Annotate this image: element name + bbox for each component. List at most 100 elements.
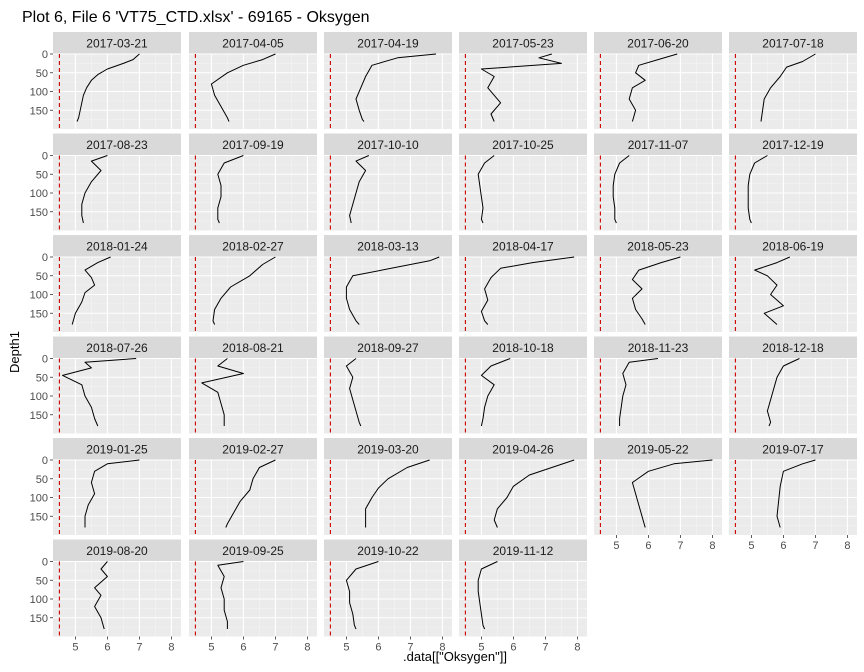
facet-panel: 2017-05-23 (459, 32, 587, 129)
facet-label: 2017-04-19 (357, 37, 419, 51)
facet-strip (189, 133, 317, 156)
x-tick-label: 6 (375, 642, 381, 654)
x-tick-label: 7 (677, 540, 683, 552)
x-tick-label: 7 (542, 642, 548, 654)
profile-line (631, 459, 713, 528)
facet-panel: 2018-06-19 (729, 235, 857, 332)
facet-label: 2017-07-18 (762, 37, 824, 51)
facet-strip (189, 539, 317, 562)
facet-label: 2017-10-10 (357, 138, 419, 152)
facet-panel: 2017-03-21 0 50 100 150 (30, 32, 181, 129)
profile-line (365, 459, 430, 528)
facet-strip (459, 336, 587, 359)
facet-panel: 2017-10-10 (324, 133, 452, 231)
facet-panel: 2019-05-22 5 6 7 8 (594, 438, 722, 552)
y-tick-label: 0 (42, 252, 48, 264)
facet-label: 2019-05-22 (627, 443, 689, 457)
profile-line (210, 53, 276, 122)
x-tick-label: 6 (780, 540, 786, 552)
facet-label: 2018-07-26 (86, 341, 148, 355)
facet-label: 2019-11-12 (493, 544, 554, 558)
profile-line (201, 358, 244, 426)
facet-label: 2018-05-23 (627, 240, 689, 254)
facet-label: 2019-02-27 (222, 443, 284, 457)
facet-strip (53, 32, 181, 54)
facet-strip (53, 539, 181, 562)
facet-label: 2018-02-27 (222, 240, 284, 254)
facet-strip (729, 336, 857, 359)
facet-strip (324, 438, 452, 460)
y-tick-label: 100 (30, 87, 48, 99)
y-tick-label: 0 (42, 455, 48, 467)
facet-strip (459, 438, 587, 460)
y-tick-label: 150 (30, 105, 48, 117)
facet-panel: 2019-04-26 (459, 438, 587, 535)
facet-label: 2019-01-25 (86, 443, 148, 457)
facet-panel: 2019-10-22 5 6 7 8 (324, 539, 452, 654)
x-tick-label: 8 (574, 642, 580, 654)
facet-panel: 2019-08-20 0 50 100 150 5 6 7 8 (30, 539, 181, 654)
profile-line (480, 256, 575, 325)
profile-line (94, 561, 108, 630)
facet-strip (324, 336, 452, 359)
y-tick-label: 0 (42, 354, 48, 366)
facet-strip (459, 235, 587, 257)
facet-strip (729, 133, 857, 156)
facet-strip (594, 438, 722, 460)
profile-line (71, 256, 111, 325)
facet-strip (324, 32, 452, 54)
x-tick-label: 5 (208, 642, 214, 654)
y-tick-label: 50 (36, 169, 48, 181)
facet-panel: 2018-01-24 0 50 100 150 (30, 235, 181, 332)
x-tick-label: 5 (343, 642, 349, 654)
facet-panel: 2018-09-27 (324, 336, 452, 434)
x-tick-label: 5 (72, 642, 78, 654)
facet-panel: 2018-10-18 (459, 336, 587, 434)
facet-panel: 2019-11-12 5 6 7 8 (459, 539, 587, 654)
x-tick-label: 6 (510, 642, 516, 654)
profile-line (349, 155, 370, 224)
facet-strip (324, 539, 452, 562)
facet-strip (189, 235, 317, 257)
facet-panel: 2018-08-21 (189, 336, 317, 434)
facet-label: 2019-10-22 (357, 544, 419, 558)
y-tick-label: 0 (42, 151, 48, 163)
facet-strip (189, 336, 317, 359)
facet-panel: 2017-12-19 (729, 133, 857, 231)
facet-strip (594, 336, 722, 359)
profile-line (345, 561, 379, 630)
facet-label: 2017-06-20 (627, 37, 689, 51)
facet-label: 2018-09-27 (357, 341, 419, 355)
x-tick-label: 6 (240, 642, 246, 654)
facet-label: 2017-10-25 (492, 138, 554, 152)
profile-line (212, 256, 276, 325)
y-tick-label: 150 (30, 613, 48, 625)
profile-line (217, 561, 244, 629)
y-tick-label: 150 (30, 410, 48, 422)
facet-strip (594, 235, 722, 257)
facet-panel: 2019-01-25 0 50 100 150 (30, 438, 181, 535)
x-tick-label: 7 (272, 642, 278, 654)
y-tick-label: 100 (30, 391, 48, 403)
facet-label: 2017-04-05 (222, 37, 284, 51)
facet-label: 2018-03-13 (357, 240, 419, 254)
y-tick-label: 50 (36, 474, 48, 486)
facet-strip (729, 235, 857, 257)
facet-panel: 2018-04-17 (459, 235, 587, 332)
profile-line (217, 155, 244, 224)
facet-panel: 2018-02-27 (189, 235, 317, 332)
y-tick-label: 100 (30, 188, 48, 200)
facet-panel: 2017-09-19 (189, 133, 317, 231)
profile-line (345, 358, 362, 427)
facet-label: 2018-01-24 (86, 240, 148, 254)
profile-line (631, 256, 681, 325)
facet-label: 2018-10-18 (492, 341, 554, 355)
profile-line (766, 358, 800, 427)
facet-strip (594, 32, 722, 54)
profile-line (493, 459, 575, 528)
x-tick-label: 8 (709, 540, 715, 552)
x-tick-label: 6 (104, 642, 110, 654)
facet-label: 2017-03-21 (86, 37, 148, 51)
facet-label: 2018-04-17 (492, 240, 554, 254)
